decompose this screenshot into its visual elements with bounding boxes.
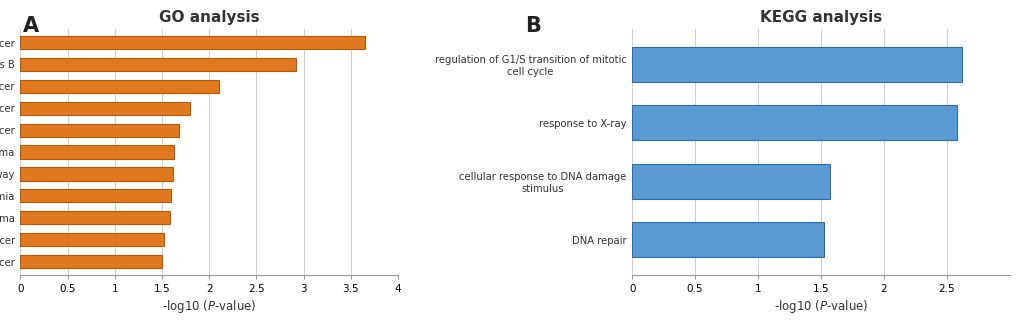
Bar (20, 36, 365, 49)
Bar (20, 58, 296, 71)
Bar (632, 47, 961, 82)
Text: B: B (525, 16, 541, 36)
Bar (20, 102, 191, 115)
Bar (20, 255, 162, 268)
Bar (20, 146, 174, 159)
Bar (20, 124, 178, 137)
X-axis label: -log10 ($\it{P}$-value): -log10 ($\it{P}$-value) (162, 298, 256, 315)
Bar (20, 211, 169, 224)
Bar (20, 233, 164, 246)
Title: KEGG analysis: KEGG analysis (759, 10, 881, 26)
Bar (20, 80, 218, 93)
Bar (632, 105, 956, 140)
Text: A: A (22, 16, 39, 36)
X-axis label: -log10 ($\it{P}$-value): -log10 ($\it{P}$-value) (773, 298, 867, 315)
Title: GO analysis: GO analysis (159, 10, 259, 26)
Bar (632, 222, 822, 257)
Bar (20, 167, 173, 181)
Bar (20, 189, 171, 202)
Bar (632, 164, 829, 199)
